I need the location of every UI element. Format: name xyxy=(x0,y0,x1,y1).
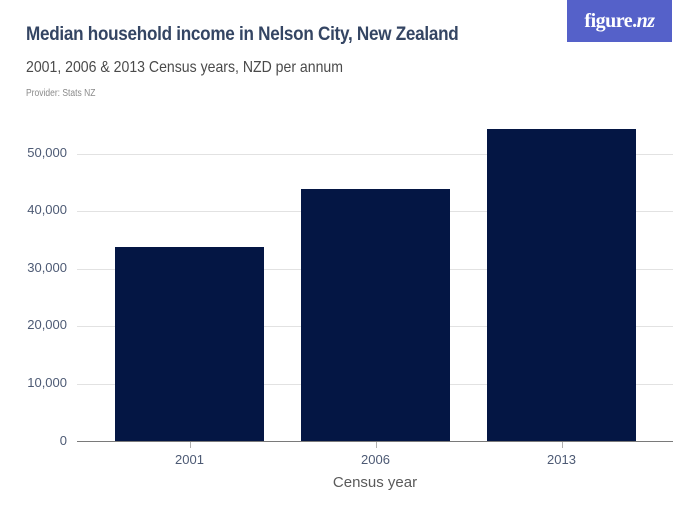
x-tick-label: 2006 xyxy=(361,452,390,467)
bar-2006[interactable] xyxy=(301,188,450,442)
y-tick-label: 20,000 xyxy=(27,317,67,332)
x-tick-mark xyxy=(190,442,191,448)
chart-subtitle: 2001, 2006 & 2013 Census years, NZD per … xyxy=(26,59,343,76)
x-tick-label: 2013 xyxy=(547,452,576,467)
logo-text-nz: nz xyxy=(636,9,655,32)
x-tick-label: 2001 xyxy=(175,452,204,467)
chart-title: Median household income in Nelson City, … xyxy=(26,24,459,45)
x-axis-label: Census year xyxy=(332,474,418,491)
bar-2013[interactable] xyxy=(487,128,636,442)
y-tick-label: 10,000 xyxy=(27,375,67,390)
y-tick-label: 50,000 xyxy=(27,145,67,160)
x-axis-line xyxy=(77,441,673,442)
bar-2001[interactable] xyxy=(115,247,264,442)
logo-text: figure. xyxy=(584,9,637,32)
gridline xyxy=(77,154,673,155)
x-tick-mark xyxy=(376,442,377,448)
y-tick-label: 0 xyxy=(59,433,67,448)
figure-nz-logo[interactable]: figure. nz xyxy=(567,0,672,42)
y-tick-label: 40,000 xyxy=(27,202,67,217)
x-tick-mark xyxy=(562,442,563,448)
y-tick-label: 30,000 xyxy=(27,260,67,275)
data-provider: Provider: Stats NZ xyxy=(26,88,96,99)
